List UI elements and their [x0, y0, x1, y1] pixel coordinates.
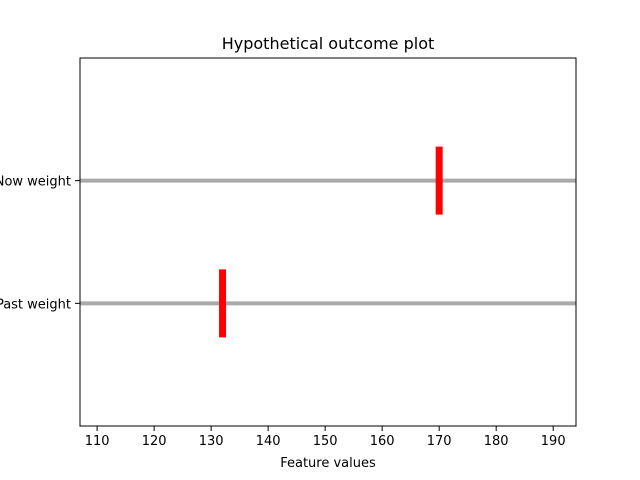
x-tick-label: 120 — [142, 434, 167, 449]
reference-lines — [80, 178, 576, 306]
x-tick-label: 160 — [370, 434, 395, 449]
x-tick-label: 110 — [85, 434, 110, 449]
plot-area-frame — [79, 57, 577, 427]
x-axis-label: Feature values — [280, 456, 376, 471]
y-tick-label: Now weight — [0, 175, 71, 190]
x-axis: 110 120 130 140 150 160 170 180 190 — [85, 426, 566, 449]
x-tick-label: 180 — [484, 434, 509, 449]
y-tick-label: Past weight — [0, 297, 71, 312]
x-tick-label: 150 — [313, 434, 338, 449]
x-tick-label: 140 — [256, 434, 281, 449]
markers — [219, 146, 443, 338]
x-tick-label: 190 — [541, 434, 566, 449]
y-axis: Now weight Past weight — [0, 175, 80, 312]
chart-title: Hypothetical outcome plot — [222, 34, 435, 53]
x-tick-label: 170 — [427, 434, 452, 449]
x-tick-label: 130 — [199, 434, 224, 449]
